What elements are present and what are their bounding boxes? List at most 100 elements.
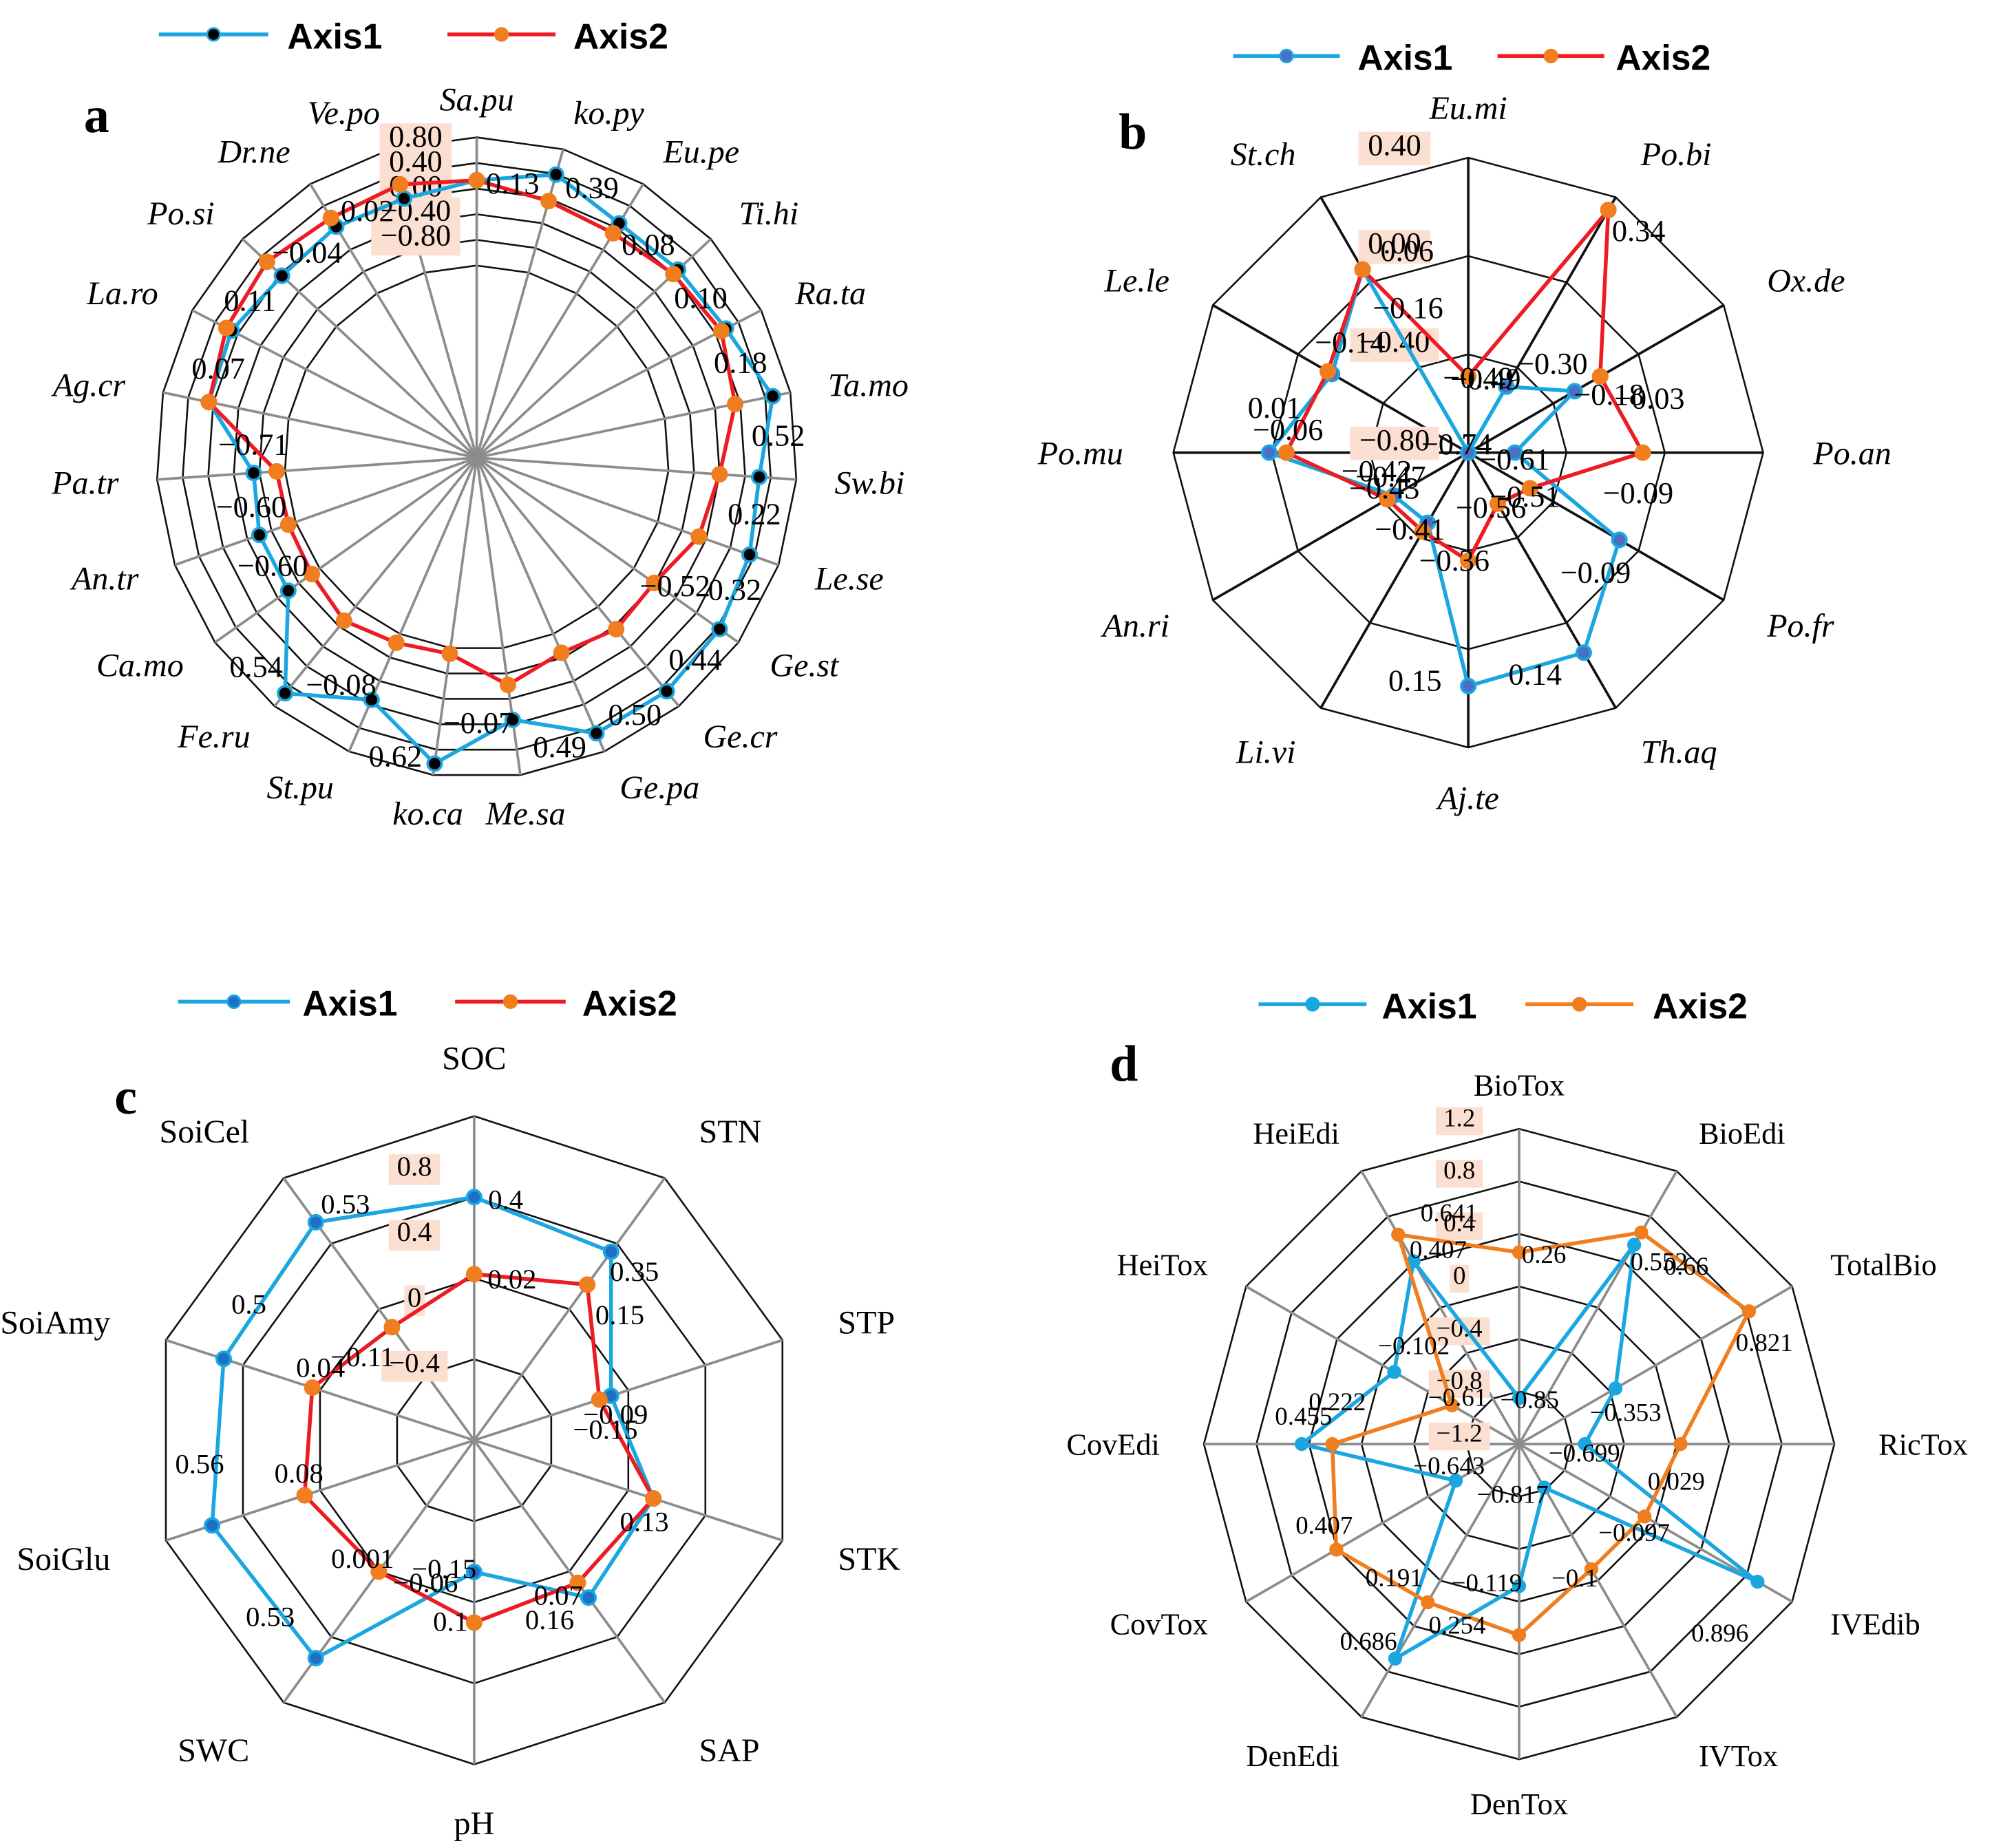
data-point: [1627, 1238, 1642, 1252]
value-label: −0.04: [272, 236, 343, 270]
value-label: −0.36: [1419, 544, 1490, 577]
category-label: Ox.de: [1767, 263, 1845, 299]
data-point: [388, 634, 405, 651]
spoke-5: [1467, 452, 1617, 709]
ring-3: [207, 187, 746, 725]
spoke-11: [1360, 1170, 1521, 1445]
value-label: 0.66: [1664, 1252, 1709, 1280]
category-label: Ag.cr: [51, 368, 126, 404]
value-label: −0.699: [1549, 1438, 1620, 1467]
panel-c-letter: c: [114, 1068, 137, 1125]
panel-d-category-labels: BioTox BioEdi TotalBio RicTox IVEdib IVTox Den…: [1066, 1069, 1968, 1821]
category-label: Ta.mo: [828, 368, 909, 404]
value-label: 0.62: [369, 739, 423, 773]
data-point: [322, 209, 339, 226]
category-label: Pa.tr: [51, 465, 119, 501]
data-point: [1575, 644, 1592, 661]
category-label: Sa.pu: [440, 82, 514, 118]
ring-label-bg: [1428, 1370, 1490, 1399]
category-label: Po.an: [1812, 435, 1891, 471]
data-point: [251, 527, 268, 544]
category-label: Ge.pa: [619, 769, 699, 806]
spoke-4: [473, 1439, 666, 1703]
spoke-10: [1245, 1285, 1520, 1445]
data-point: [273, 267, 290, 284]
value-label: 0.686: [1340, 1627, 1397, 1655]
value-label: 0.18: [714, 346, 767, 379]
panel-d-legend-axis1: Axis1: [1382, 986, 1477, 1026]
data-point: [1354, 261, 1371, 278]
category-label: SoiAmy: [0, 1305, 110, 1341]
category-label: Le.le: [1103, 263, 1169, 299]
data-point: [441, 645, 458, 662]
value-label: −0.097: [1598, 1518, 1670, 1547]
value-label: −0.643: [1413, 1452, 1485, 1480]
value-label: −0.817: [1477, 1480, 1549, 1509]
category-label: Ti.hi: [739, 195, 799, 232]
value-label: 0.455: [1275, 1402, 1332, 1430]
ring-label-bg: [388, 1154, 441, 1185]
ring-label: −0.40: [1359, 325, 1430, 359]
value-label: 0.34: [1612, 214, 1666, 248]
ring-label: 0.4: [1443, 1209, 1475, 1237]
legend-marker-2: [502, 994, 518, 1010]
ring-label: −0.40: [381, 194, 452, 228]
category-label: Eu.pe: [662, 134, 739, 170]
category-label: St.pu: [267, 769, 334, 806]
value-label: 0.50: [608, 698, 662, 732]
spoke-7: [1360, 1443, 1521, 1718]
value-label: 0.407: [1410, 1235, 1467, 1264]
value-label: 0.44: [668, 643, 722, 677]
category-label: HeiEdi: [1253, 1116, 1339, 1150]
data-point: [1460, 444, 1477, 461]
value-label: 0.001: [331, 1543, 394, 1574]
category-label: Sw.bi: [835, 465, 905, 501]
category-label: IVTox: [1699, 1739, 1778, 1773]
ring-label-bg: [1358, 131, 1431, 166]
category-label: SWC: [178, 1732, 249, 1769]
category-label: IVEdib: [1830, 1608, 1920, 1642]
panel-c-value-labels: 0.40.02 0.350.15−0.09−0.150.130.070.160.1…: [175, 1185, 668, 1637]
data-point: [1260, 444, 1278, 461]
value-label: −0.11: [330, 1341, 394, 1372]
ring-label: −0.80: [1359, 423, 1430, 457]
data-point: [1600, 202, 1617, 219]
panel-c-grid: [165, 1115, 784, 1765]
value-label: −0.60: [216, 490, 287, 524]
data-point: [1673, 1436, 1688, 1452]
data-point: [465, 1563, 483, 1580]
value-label: −0.56: [1456, 491, 1527, 524]
ring-2: [233, 213, 721, 700]
data-point: [646, 574, 663, 591]
value-label: 0.07: [191, 352, 245, 385]
panel-b-legend-axis2: Axis2: [1615, 38, 1710, 78]
value-label: 0.49: [533, 730, 586, 764]
panel-b: b Axis1 Axis2 0.40 0.00 −0.40 −0.80 Eu.mi Po.…: [1037, 38, 1892, 817]
panel-a-value-labels: 0.13 0.390.08 0.10 0.18 0.52 0.22 0.32 0.440.50…: [191, 167, 805, 773]
value-label: −0.1: [1551, 1564, 1598, 1592]
ring-1: [258, 239, 695, 675]
data-point: [712, 322, 730, 339]
value-label: −0.06: [1253, 413, 1324, 447]
category-label: STP: [838, 1305, 895, 1341]
panel-a-legend: [158, 27, 556, 42]
data-point: [591, 1391, 608, 1408]
panel-b-legend: [1233, 48, 1604, 63]
value-label: 0.54: [229, 650, 283, 684]
value-label: −0.353: [1590, 1398, 1662, 1426]
value-label: 0.821: [1736, 1328, 1793, 1357]
value-label: −0.41: [1375, 513, 1445, 546]
panel-c-legend: [178, 994, 566, 1010]
category-label: CovTox: [1110, 1608, 1208, 1642]
value-label: 0.08: [275, 1458, 324, 1489]
ring-label: −1.2: [1437, 1419, 1483, 1447]
series-Axis2: [1325, 1225, 1757, 1642]
data-point: [215, 1350, 232, 1368]
value-label: 0.407: [1295, 1511, 1353, 1540]
data-point: [741, 546, 759, 563]
data-point: [1387, 1365, 1401, 1379]
panel-d-legend-axis2: Axis2: [1653, 986, 1748, 1026]
ring-5: [156, 136, 798, 776]
data-point: [1379, 491, 1396, 508]
